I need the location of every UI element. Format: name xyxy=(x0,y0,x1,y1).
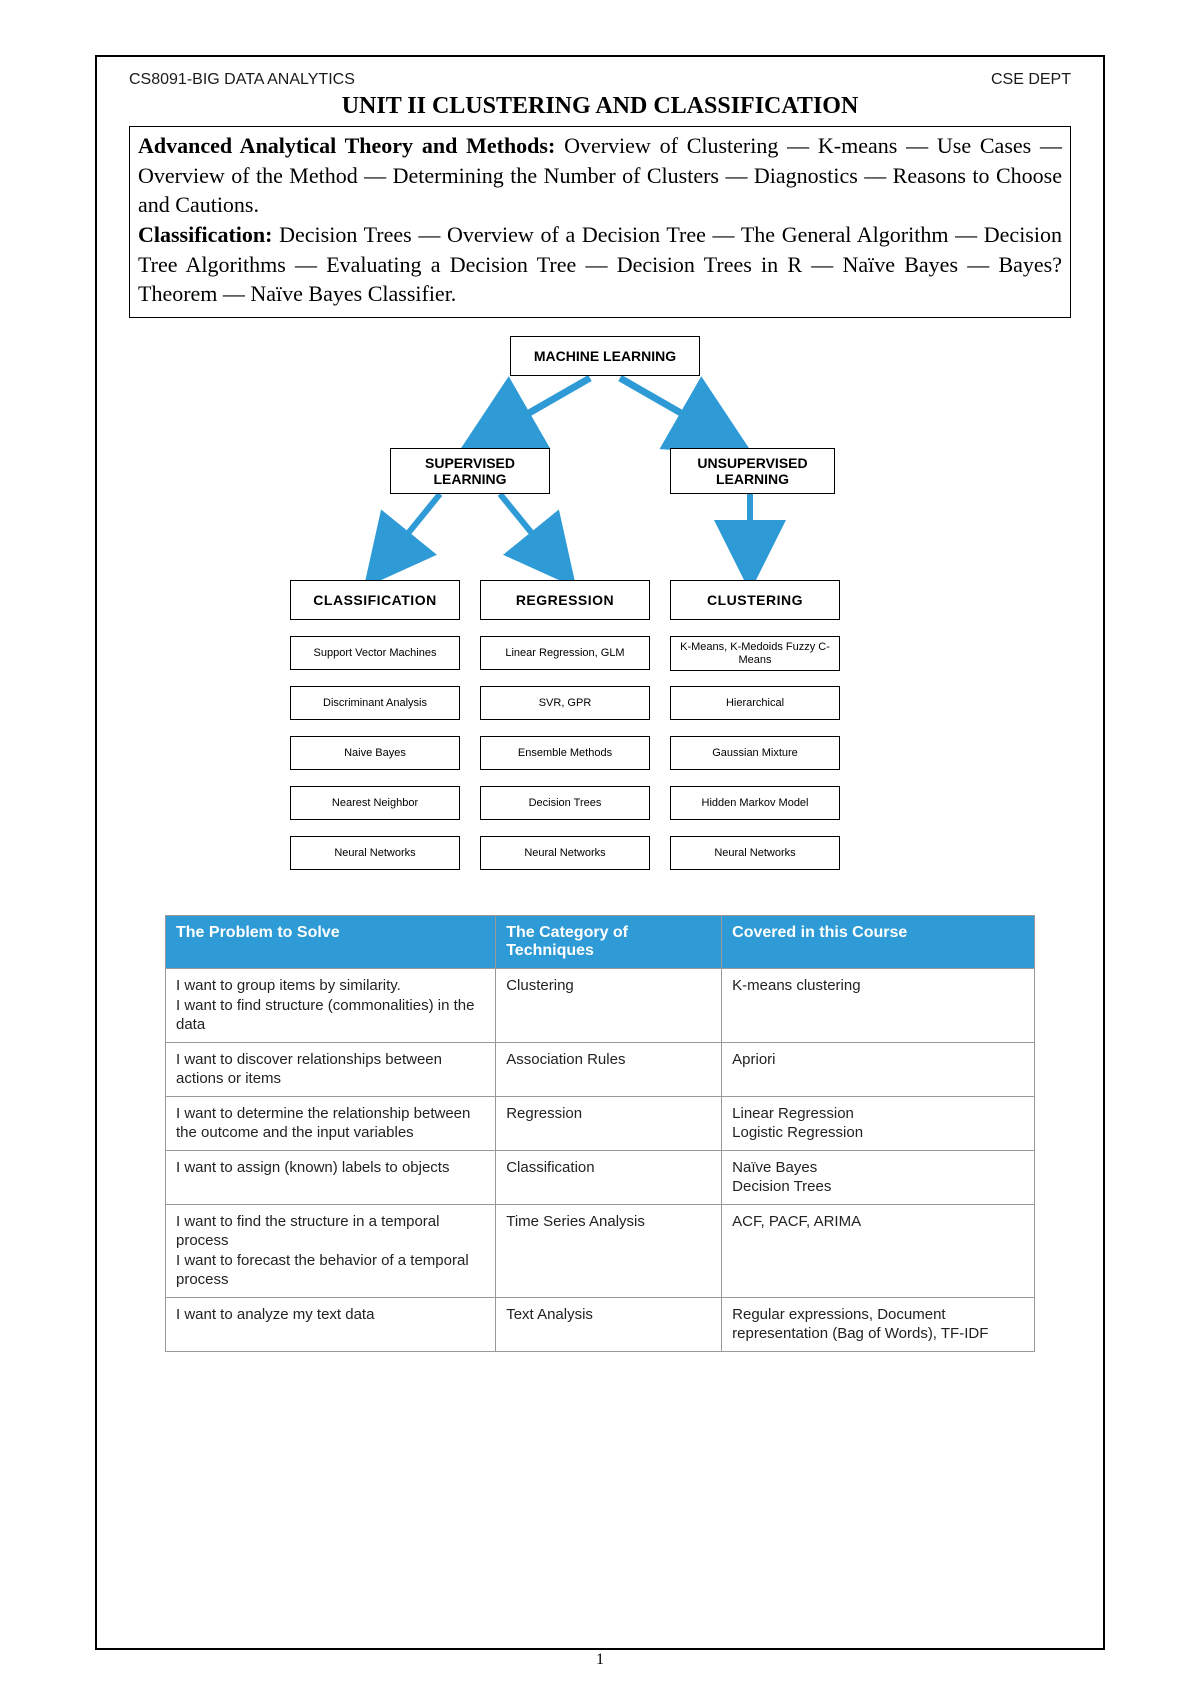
table-cell: Apriori xyxy=(722,1042,1035,1096)
table-cell: Association Rules xyxy=(496,1042,722,1096)
table-header-row: The Problem to Solve The Category of Tec… xyxy=(166,916,1035,969)
method-box: Hierarchical xyxy=(670,686,840,720)
method-box: Linear Regression, GLM xyxy=(480,636,650,670)
header-row: CS8091-BIG DATA ANALYTICS CSE DEPT xyxy=(129,71,1071,89)
syllabus-lead-1: Advanced Analytical Theory and Methods: xyxy=(138,133,555,158)
method-box: Neural Networks xyxy=(480,836,650,870)
table-row: I want to assign (known) labels to objec… xyxy=(166,1150,1035,1204)
node-supervised: SUPERVISED LEARNING xyxy=(390,448,550,494)
method-box: Neural Networks xyxy=(670,836,840,870)
table-cell: I want to find the structure in a tempor… xyxy=(166,1204,496,1297)
table-cell: Time Series Analysis xyxy=(496,1204,722,1297)
method-box: Support Vector Machines xyxy=(290,636,460,670)
unit-title: UNIT II CLUSTERING AND CLASSIFICATION xyxy=(129,93,1071,120)
node-classification: CLASSIFICATION xyxy=(290,580,460,620)
method-box: Decision Trees xyxy=(480,786,650,820)
table-cell: I want to discover relationships between… xyxy=(166,1042,496,1096)
method-box: K-Means, K-Medoids Fuzzy C-Means xyxy=(670,636,840,671)
table-cell: ACF, PACF, ARIMA xyxy=(722,1204,1035,1297)
col-covered: Covered in this Course xyxy=(722,916,1035,969)
course-code: CS8091-BIG DATA ANALYTICS xyxy=(129,71,355,89)
page-frame: CS8091-BIG DATA ANALYTICS CSE DEPT UNIT … xyxy=(95,55,1105,1650)
table-cell: I want to analyze my text data xyxy=(166,1297,496,1351)
table-cell: Naïve BayesDecision Trees xyxy=(722,1150,1035,1204)
dept-label: CSE DEPT xyxy=(991,71,1071,89)
document-page: CS8091-BIG DATA ANALYTICS CSE DEPT UNIT … xyxy=(0,0,1200,1697)
table-row: I want to determine the relationship bet… xyxy=(166,1096,1035,1150)
syllabus-text-2: Decision Trees — Overview of a Decision … xyxy=(138,222,1062,306)
col-category: The Category of Techniques xyxy=(496,916,722,969)
table-cell: K-means clustering xyxy=(722,969,1035,1043)
table-cell: I want to group items by similarity.I wa… xyxy=(166,969,496,1043)
node-root: MACHINE LEARNING xyxy=(510,336,700,376)
table-row: I want to group items by similarity.I wa… xyxy=(166,969,1035,1043)
node-regression: REGRESSION xyxy=(480,580,650,620)
table-cell: I want to assign (known) labels to objec… xyxy=(166,1150,496,1204)
method-box: Neural Networks xyxy=(290,836,460,870)
table-cell: I want to determine the relationship bet… xyxy=(166,1096,496,1150)
method-box: Discriminant Analysis xyxy=(290,686,460,720)
course-table: The Problem to Solve The Category of Tec… xyxy=(165,915,1035,1352)
ml-diagram: MACHINE LEARNING SUPERVISED LEARNING UNS… xyxy=(290,336,910,901)
method-box: Ensemble Methods xyxy=(480,736,650,770)
table-cell: Classification xyxy=(496,1150,722,1204)
course-table-wrap: The Problem to Solve The Category of Tec… xyxy=(165,915,1035,1352)
method-box: Nearest Neighbor xyxy=(290,786,460,820)
method-box: Hidden Markov Model xyxy=(670,786,840,820)
table-row: I want to find the structure in a tempor… xyxy=(166,1204,1035,1297)
method-box: Gaussian Mixture xyxy=(670,736,840,770)
table-cell: Clustering xyxy=(496,969,722,1043)
node-clustering: CLUSTERING xyxy=(670,580,840,620)
method-box: Naive Bayes xyxy=(290,736,460,770)
table-cell: Regular expressions, Document representa… xyxy=(722,1297,1035,1351)
col-problem: The Problem to Solve xyxy=(166,916,496,969)
method-box: SVR, GPR xyxy=(480,686,650,720)
syllabus-lead-2: Classification: xyxy=(138,222,272,247)
page-number: 1 xyxy=(0,1651,1200,1669)
table-cell: Linear RegressionLogistic Regression xyxy=(722,1096,1035,1150)
table-row: I want to discover relationships between… xyxy=(166,1042,1035,1096)
table-row: I want to analyze my text dataText Analy… xyxy=(166,1297,1035,1351)
syllabus-box: Advanced Analytical Theory and Methods: … xyxy=(129,126,1071,318)
table-cell: Text Analysis xyxy=(496,1297,722,1351)
node-unsupervised: UNSUPERVISED LEARNING xyxy=(670,448,835,494)
table-cell: Regression xyxy=(496,1096,722,1150)
